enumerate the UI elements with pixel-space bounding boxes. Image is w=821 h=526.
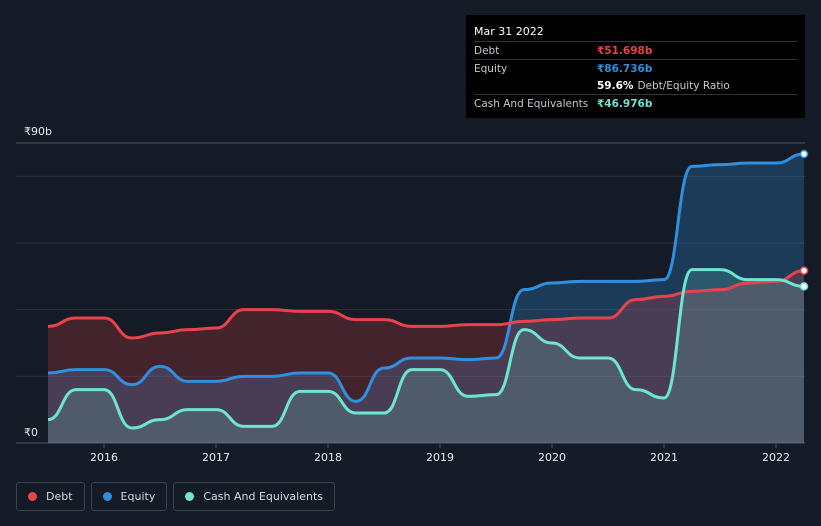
equity-dot-icon: [102, 492, 112, 501]
legend-item-cash[interactable]: Cash And Equivalents: [173, 482, 335, 511]
x-tick-label-2020: 2020: [538, 451, 566, 464]
tooltip-row-equity: Equity ₹86.736b: [474, 59, 797, 77]
cash-dot-icon: [185, 492, 195, 501]
debt-dot-icon: [28, 492, 37, 501]
tooltip-panel: Mar 31 2022 Debt ₹51.698b Equity ₹86.736…: [466, 15, 805, 118]
cash-and-equivalents-line: [47, 268, 805, 430]
legend-cash-label: Cash And Equivalents: [203, 490, 323, 503]
tooltip-row-cash: Cash And Equivalents ₹46.976b: [474, 94, 797, 112]
x-tick-label-2019: 2019: [426, 451, 454, 464]
x-tick-label-2018: 2018: [314, 451, 342, 464]
x-tick-label-2017: 2017: [202, 451, 230, 464]
chart-lines: [47, 152, 805, 430]
x-axis-ticks: 2016 2017 2018 2019 2020 2021 2022: [90, 443, 790, 464]
tooltip-cash-label: Cash And Equivalents: [474, 97, 589, 110]
x-tick-label-2016: 2016: [90, 451, 118, 464]
x-tick-label-2022: 2022: [762, 451, 790, 464]
x-tick-label-2021: 2021: [650, 451, 678, 464]
legend-equity-label: Equity: [120, 490, 156, 503]
tooltip-debt-label: Debt: [474, 44, 500, 57]
tooltip-debt-value: ₹51.698b: [597, 44, 653, 57]
y-tick-label-top: ₹90b: [24, 125, 52, 138]
tooltip-cash-value: ₹46.976b: [597, 97, 653, 110]
debt-endpoint: [799, 266, 809, 275]
tooltip-ratio-value: 59.6%: [597, 79, 634, 92]
tooltip-date: Mar 31 2022: [474, 25, 544, 38]
legend-item-equity[interactable]: Equity: [90, 482, 168, 511]
cash-and-equivalents-area: [48, 269, 804, 443]
equity-endpoint: [799, 149, 809, 159]
equity-area: [48, 154, 804, 443]
equity-line: [47, 152, 805, 403]
legend-item-debt[interactable]: Debt: [16, 482, 85, 511]
tooltip-row-debt: Debt ₹51.698b: [474, 41, 797, 59]
tooltip-equity-label: Equity: [474, 62, 508, 75]
tooltip-ratio-label: Debt/Equity Ratio: [637, 79, 730, 92]
y-tick-label-zero: ₹0: [24, 426, 38, 439]
legend-debt-label: Debt: [46, 490, 73, 503]
chart-areas: [48, 154, 804, 443]
chart-endpoints: [799, 149, 809, 291]
debt-line: [47, 269, 805, 340]
tooltip-row-ratio: 59.6% Debt/Equity Ratio: [474, 77, 797, 94]
chart-grid: [16, 142, 805, 444]
cash-and-equivalents-endpoint: [799, 282, 809, 291]
chart-legend: Debt Equity Cash And Equivalents: [16, 482, 341, 511]
tooltip-equity-value: ₹86.736b: [597, 62, 653, 75]
